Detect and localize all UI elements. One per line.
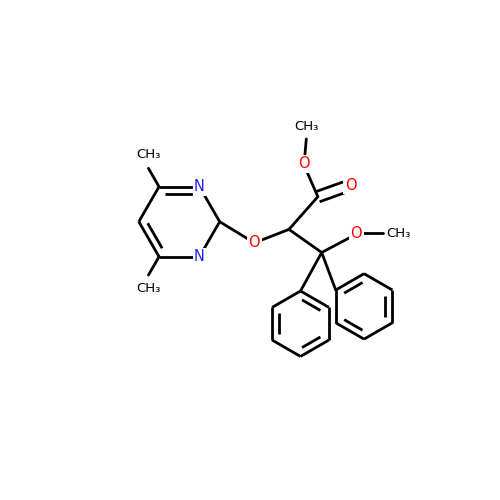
Text: CH₃: CH₃	[136, 148, 160, 162]
Text: N: N	[194, 179, 205, 194]
Text: CH₃: CH₃	[386, 227, 411, 240]
Text: O: O	[298, 156, 310, 172]
Text: O: O	[248, 236, 260, 250]
Text: O: O	[345, 178, 356, 192]
Text: CH₃: CH₃	[294, 120, 318, 133]
Text: O: O	[350, 226, 362, 241]
Text: N: N	[194, 249, 205, 264]
Text: CH₃: CH₃	[136, 282, 160, 295]
